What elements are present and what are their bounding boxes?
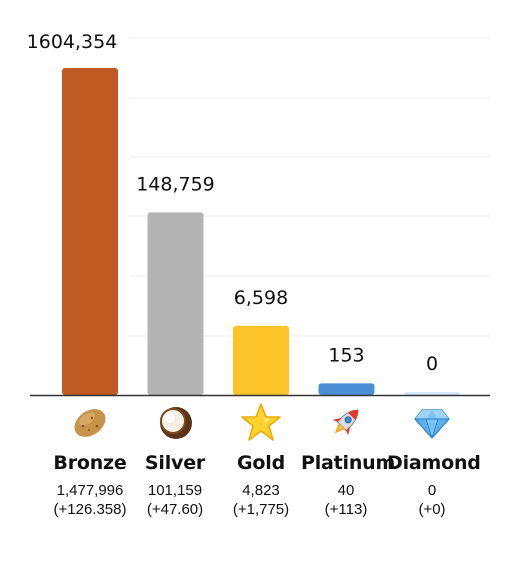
bar-value-label: 1604,354 (27, 31, 118, 53)
tier-delta: (+0) (418, 501, 446, 518)
tier-name: Gold (237, 452, 285, 474)
rocket-icon (301, 400, 391, 444)
tier-count: 40 (337, 482, 355, 499)
bar-gold (233, 325, 289, 395)
tier-count: 1,477,996 (56, 482, 124, 499)
tier-delta: (+126.358) (53, 501, 127, 518)
tier-column-bronze: Bronze 1,477,996 (+126.358) (45, 400, 135, 518)
star-icon (216, 400, 306, 444)
bar-value-label: 0 (426, 353, 438, 375)
tier-name: Silver (144, 452, 206, 474)
bar-value-label: 148,759 (136, 173, 215, 195)
bar-bronze (62, 68, 118, 395)
tier-count: 0 (427, 482, 437, 499)
tier-name: Bronze (53, 452, 127, 474)
bar-platinum (318, 383, 375, 395)
tier-column-platinum: Platinum 40 (+113) (301, 400, 396, 518)
tier-delta: (+47.60) (146, 501, 204, 518)
bar-diamond (404, 392, 460, 395)
tier-delta: (+113) (324, 501, 368, 518)
coconut-icon (130, 400, 220, 444)
tier-name: Platinum (301, 452, 396, 474)
gem-icon (387, 400, 477, 444)
potato-icon (45, 400, 135, 444)
bar-value-label: 153 (328, 344, 364, 366)
bar-value-label: 6,598 (234, 287, 288, 309)
tier-column-gold: Gold 4,823 (+1,775) (216, 400, 306, 518)
tier-column-silver: Silver 101,159 (+47.60) (130, 400, 220, 518)
tier-count: 4,823 (242, 482, 280, 499)
tier-name: Diamond (387, 452, 481, 474)
tier-count: 101,159 (147, 482, 203, 499)
tier-column-diamond: Diamond 0 (+0) (387, 400, 481, 518)
tier-delta: (+1,775) (232, 501, 290, 518)
bar-silver (147, 212, 204, 395)
